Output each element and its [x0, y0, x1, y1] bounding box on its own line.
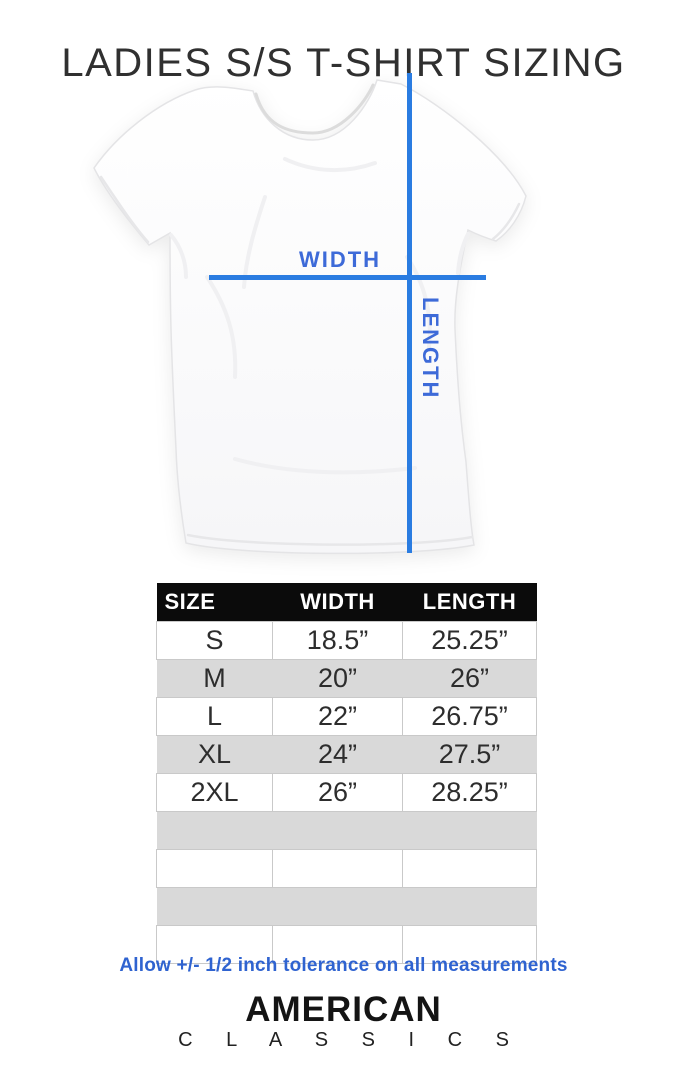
size-table-header-row: SIZE WIDTH LENGTH: [156, 583, 537, 622]
empty-cell: [272, 849, 403, 888]
brand-subname: C L A S S I C S: [178, 1029, 523, 1051]
page-title: LADIES S/S T-SHIRT SIZING: [61, 40, 626, 85]
empty-cell: [402, 925, 537, 964]
size-cell: M: [156, 659, 273, 698]
size-row: L 22” 26.75”: [156, 697, 537, 736]
col-header-width: WIDTH: [272, 583, 403, 622]
empty-row: [156, 811, 537, 850]
width-cell: 24”: [272, 735, 403, 774]
size-table: SIZE WIDTH LENGTH S 18.5” 25.25” M 20” 26” L 22…: [156, 583, 537, 964]
length-cell: 26”: [402, 659, 537, 698]
empty-cell: [156, 925, 273, 964]
brand-name: AMERICAN: [245, 990, 442, 1029]
size-row: M 20” 26”: [156, 659, 537, 698]
size-row: 2XL 26” 28.25”: [156, 773, 537, 812]
tshirt-image: [93, 79, 527, 555]
width-cell: 22”: [272, 697, 403, 736]
width-cell: 26”: [272, 773, 403, 812]
empty-cell: [402, 849, 537, 888]
size-cell: S: [156, 621, 273, 660]
length-cell: 25.25”: [402, 621, 537, 660]
empty-row: [156, 925, 537, 964]
empty-cell: [272, 811, 403, 850]
empty-row: [156, 849, 537, 888]
size-row: S 18.5” 25.25”: [156, 621, 537, 660]
width-label: WIDTH: [298, 247, 382, 272]
empty-cell: [156, 811, 273, 850]
empty-cell: [402, 887, 537, 926]
tolerance-note: Allow +/- 1/2 inch tolerance on all meas…: [119, 955, 568, 976]
brand-logo: AMERICAN C L A S S I C S: [0, 992, 687, 1052]
width-cell: 18.5”: [272, 621, 403, 660]
length-cell: 27.5”: [402, 735, 537, 774]
width-cell: 20”: [272, 659, 403, 698]
length-cell: 28.25”: [402, 773, 537, 812]
tshirt-measurement-diagram: WIDTH LENGTH: [93, 73, 527, 555]
size-cell: XL: [156, 735, 273, 774]
length-cell: 26.75”: [402, 697, 537, 736]
width-measure-line: [209, 275, 486, 280]
size-cell: L: [156, 697, 273, 736]
empty-cell: [156, 849, 273, 888]
size-cell: 2XL: [156, 773, 273, 812]
length-measure-line: [407, 73, 412, 553]
empty-cell: [156, 887, 273, 926]
col-header-length: LENGTH: [402, 583, 537, 622]
size-row: XL 24” 27.5”: [156, 735, 537, 774]
empty-cell: [402, 811, 537, 850]
empty-row: [156, 887, 537, 926]
col-header-size: SIZE: [156, 583, 273, 622]
empty-cell: [272, 887, 403, 926]
length-label: LENGTH: [418, 297, 443, 400]
